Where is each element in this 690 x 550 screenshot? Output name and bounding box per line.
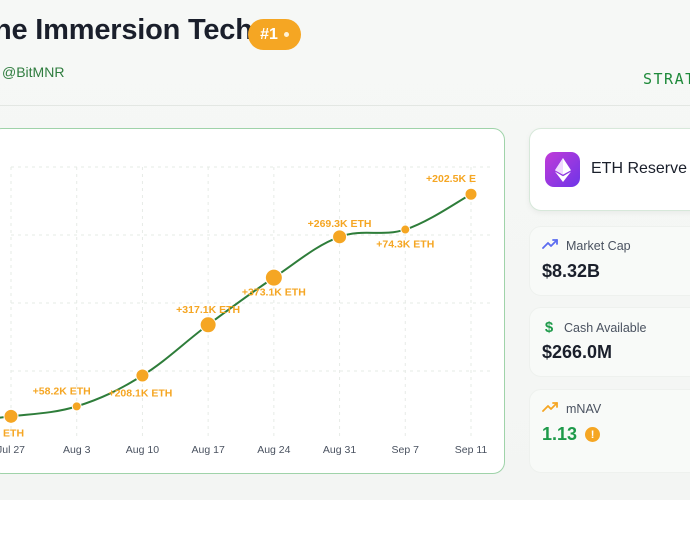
rank-label: #1 [260,25,278,43]
company-title: ne Immersion Tech [0,14,253,46]
reserve-label: ETH Reserve [591,160,688,177]
data-point[interactable] [199,316,217,334]
x-tick-label: Aug 24 [257,444,290,456]
market-cap-label: Market Cap [566,238,631,253]
ticker-handle[interactable]: @BitMNR [2,64,65,80]
market-cap-card: Market Cap $8.32B [529,226,690,296]
data-point[interactable] [71,401,82,412]
mnav-card: mNAV 1.13 ! [529,389,690,473]
alert-icon[interactable]: ! [585,427,601,442]
strategy-link[interactable]: STRAT [643,70,690,88]
ethereum-icon [545,152,580,187]
dollar-icon: $ [544,319,554,336]
header-divider [0,105,690,106]
x-tick-label: Aug 3 [63,444,91,456]
data-label: +202.5K E [426,173,476,185]
holdings-chart-card: 8.1K ETH +58.2K ETH +208.1K ETH +317.1K ETH… [0,128,505,474]
rank-badge: #1 [248,19,301,50]
x-tick-label: Aug 17 [192,444,225,456]
data-point[interactable] [264,268,283,287]
cash-available-card: $ Cash Available $266.0M [529,307,690,377]
trend-up-icon [542,401,558,416]
reserve-card[interactable]: ETH Reserve [529,128,690,211]
x-tick-label: Sep 7 [392,444,420,456]
data-point[interactable] [3,408,19,424]
mnav-label: mNAV [566,401,602,416]
page-background: ne Immersion Tech #1 @BitMNR STRAT 8.1K … [0,0,690,500]
data-point[interactable] [135,368,150,383]
market-cap-value: $8.32B [542,261,601,281]
trend-up-icon [542,238,558,253]
data-label: 8.1K ETH [0,427,24,439]
x-tick-label: Sep 11 [455,444,488,456]
data-point[interactable] [332,229,348,245]
data-point[interactable] [400,224,411,235]
data-label: +269.3K ETH [308,218,372,230]
holdings-chart[interactable]: 8.1K ETH +58.2K ETH +208.1K ETH +317.1K ETH… [0,129,506,475]
data-label: +373.1K ETH [242,287,306,299]
cash-available-value: $266.0M [542,342,613,362]
x-tick-label: Aug 31 [323,444,356,456]
mnav-value: 1.13 [542,424,578,444]
data-label: +74.3K ETH [376,239,434,251]
x-tick-label: Jul 27 [0,444,25,456]
cash-available-label: Cash Available [564,320,647,335]
data-point[interactable] [464,187,478,201]
data-label: +208.1K ETH [108,388,172,400]
data-label: +317.1K ETH [176,304,240,316]
x-tick-label: Aug 10 [126,444,159,456]
data-label: +58.2K ETH [33,385,91,397]
rank-dot-icon [283,32,289,37]
